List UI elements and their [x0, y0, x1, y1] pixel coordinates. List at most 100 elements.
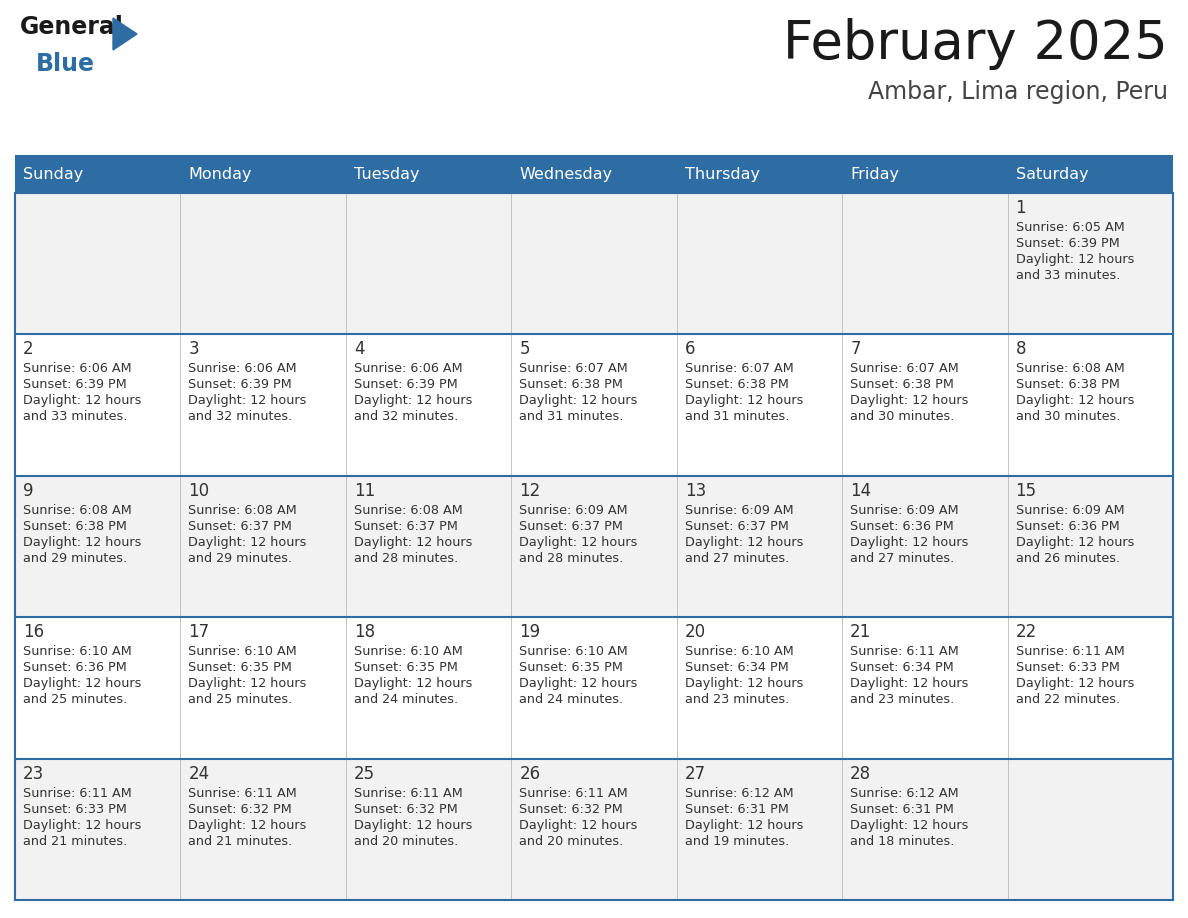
Text: and 28 minutes.: and 28 minutes.	[519, 552, 624, 565]
Text: Sunrise: 6:10 AM: Sunrise: 6:10 AM	[23, 645, 132, 658]
Text: Sunset: 6:31 PM: Sunset: 6:31 PM	[684, 802, 789, 815]
Text: Sunset: 6:36 PM: Sunset: 6:36 PM	[851, 520, 954, 532]
Text: Sunset: 6:36 PM: Sunset: 6:36 PM	[23, 661, 127, 674]
Text: Sunset: 6:37 PM: Sunset: 6:37 PM	[189, 520, 292, 532]
Text: Sunrise: 6:07 AM: Sunrise: 6:07 AM	[519, 363, 628, 375]
Text: Sunset: 6:38 PM: Sunset: 6:38 PM	[684, 378, 789, 391]
Text: Sunset: 6:35 PM: Sunset: 6:35 PM	[189, 661, 292, 674]
Text: 4: 4	[354, 341, 365, 358]
Text: Daylight: 12 hours: Daylight: 12 hours	[851, 819, 968, 832]
Bar	[15, 334, 1173, 476]
Text: Daylight: 12 hours: Daylight: 12 hours	[354, 677, 473, 690]
Text: Daylight: 12 hours: Daylight: 12 hours	[851, 395, 968, 408]
Text: and 27 minutes.: and 27 minutes.	[851, 552, 954, 565]
Text: Monday: Monday	[189, 166, 252, 182]
Text: Saturday: Saturday	[1016, 166, 1088, 182]
Text: 6: 6	[684, 341, 695, 358]
Text: Sunrise: 6:11 AM: Sunrise: 6:11 AM	[851, 645, 959, 658]
Text: Sunrise: 6:10 AM: Sunrise: 6:10 AM	[684, 645, 794, 658]
Text: 9: 9	[23, 482, 33, 499]
Text: 2: 2	[23, 341, 33, 358]
Text: Sunrise: 6:09 AM: Sunrise: 6:09 AM	[519, 504, 628, 517]
Text: and 33 minutes.: and 33 minutes.	[23, 410, 127, 423]
Text: Sunrise: 6:06 AM: Sunrise: 6:06 AM	[23, 363, 132, 375]
Text: 7: 7	[851, 341, 860, 358]
Text: Sunset: 6:35 PM: Sunset: 6:35 PM	[519, 661, 624, 674]
Text: 22: 22	[1016, 623, 1037, 641]
Text: Sunset: 6:38 PM: Sunset: 6:38 PM	[519, 378, 624, 391]
Text: 16: 16	[23, 623, 44, 641]
Text: and 32 minutes.: and 32 minutes.	[189, 410, 292, 423]
Text: 20: 20	[684, 623, 706, 641]
Text: Daylight: 12 hours: Daylight: 12 hours	[519, 536, 638, 549]
Text: Sunset: 6:33 PM: Sunset: 6:33 PM	[23, 802, 127, 815]
Text: Sunrise: 6:06 AM: Sunrise: 6:06 AM	[189, 363, 297, 375]
Text: Sunset: 6:31 PM: Sunset: 6:31 PM	[851, 802, 954, 815]
Text: and 23 minutes.: and 23 minutes.	[851, 693, 954, 706]
Text: Sunset: 6:32 PM: Sunset: 6:32 PM	[354, 802, 457, 815]
Bar	[15, 155, 1173, 193]
Text: 23: 23	[23, 765, 44, 783]
Bar	[15, 476, 1173, 617]
Text: Sunset: 6:37 PM: Sunset: 6:37 PM	[354, 520, 457, 532]
Text: and 28 minutes.: and 28 minutes.	[354, 552, 459, 565]
Text: Sunrise: 6:10 AM: Sunrise: 6:10 AM	[519, 645, 628, 658]
Text: and 31 minutes.: and 31 minutes.	[519, 410, 624, 423]
Text: Sunset: 6:35 PM: Sunset: 6:35 PM	[354, 661, 457, 674]
Text: Sunset: 6:34 PM: Sunset: 6:34 PM	[851, 661, 954, 674]
Text: Daylight: 12 hours: Daylight: 12 hours	[1016, 253, 1135, 266]
Text: Sunrise: 6:10 AM: Sunrise: 6:10 AM	[189, 645, 297, 658]
Bar	[15, 193, 1173, 334]
Text: and 29 minutes.: and 29 minutes.	[23, 552, 127, 565]
Text: Sunrise: 6:06 AM: Sunrise: 6:06 AM	[354, 363, 462, 375]
Text: Daylight: 12 hours: Daylight: 12 hours	[519, 819, 638, 832]
Text: Daylight: 12 hours: Daylight: 12 hours	[23, 819, 141, 832]
Text: Daylight: 12 hours: Daylight: 12 hours	[1016, 395, 1135, 408]
Text: Sunrise: 6:12 AM: Sunrise: 6:12 AM	[851, 787, 959, 800]
Text: Sunday: Sunday	[23, 166, 83, 182]
Text: Sunset: 6:39 PM: Sunset: 6:39 PM	[189, 378, 292, 391]
Text: Tuesday: Tuesday	[354, 166, 419, 182]
Text: Daylight: 12 hours: Daylight: 12 hours	[23, 536, 141, 549]
Text: 28: 28	[851, 765, 871, 783]
Text: Sunset: 6:32 PM: Sunset: 6:32 PM	[189, 802, 292, 815]
Text: Daylight: 12 hours: Daylight: 12 hours	[1016, 677, 1135, 690]
Text: and 31 minutes.: and 31 minutes.	[684, 410, 789, 423]
Text: Daylight: 12 hours: Daylight: 12 hours	[684, 677, 803, 690]
Text: Sunrise: 6:11 AM: Sunrise: 6:11 AM	[1016, 645, 1124, 658]
Text: Ambar, Lima region, Peru: Ambar, Lima region, Peru	[868, 80, 1168, 104]
Text: 3: 3	[189, 341, 200, 358]
Text: and 32 minutes.: and 32 minutes.	[354, 410, 459, 423]
Text: Sunrise: 6:05 AM: Sunrise: 6:05 AM	[1016, 221, 1124, 234]
Text: Daylight: 12 hours: Daylight: 12 hours	[1016, 536, 1135, 549]
Text: Sunrise: 6:11 AM: Sunrise: 6:11 AM	[519, 787, 628, 800]
Text: 25: 25	[354, 765, 375, 783]
Text: 17: 17	[189, 623, 209, 641]
Text: Daylight: 12 hours: Daylight: 12 hours	[684, 395, 803, 408]
Polygon shape	[113, 18, 137, 50]
Text: and 26 minutes.: and 26 minutes.	[1016, 552, 1120, 565]
Text: Sunrise: 6:08 AM: Sunrise: 6:08 AM	[1016, 363, 1124, 375]
Text: and 20 minutes.: and 20 minutes.	[354, 834, 459, 847]
Bar	[15, 758, 1173, 900]
Text: Sunrise: 6:11 AM: Sunrise: 6:11 AM	[189, 787, 297, 800]
Text: 21: 21	[851, 623, 871, 641]
Text: Daylight: 12 hours: Daylight: 12 hours	[519, 677, 638, 690]
Text: 15: 15	[1016, 482, 1037, 499]
Text: Sunset: 6:34 PM: Sunset: 6:34 PM	[684, 661, 789, 674]
Text: 5: 5	[519, 341, 530, 358]
Text: Daylight: 12 hours: Daylight: 12 hours	[23, 677, 141, 690]
Text: Sunrise: 6:09 AM: Sunrise: 6:09 AM	[684, 504, 794, 517]
Text: Friday: Friday	[851, 166, 899, 182]
Text: 18: 18	[354, 623, 375, 641]
Text: Sunrise: 6:08 AM: Sunrise: 6:08 AM	[354, 504, 462, 517]
Text: Sunrise: 6:09 AM: Sunrise: 6:09 AM	[1016, 504, 1124, 517]
Text: and 19 minutes.: and 19 minutes.	[684, 834, 789, 847]
Text: General: General	[20, 15, 124, 39]
Text: Sunset: 6:38 PM: Sunset: 6:38 PM	[23, 520, 127, 532]
Text: Daylight: 12 hours: Daylight: 12 hours	[354, 395, 473, 408]
Text: 26: 26	[519, 765, 541, 783]
Text: 14: 14	[851, 482, 871, 499]
Text: Sunset: 6:39 PM: Sunset: 6:39 PM	[354, 378, 457, 391]
Text: Sunrise: 6:11 AM: Sunrise: 6:11 AM	[354, 787, 462, 800]
